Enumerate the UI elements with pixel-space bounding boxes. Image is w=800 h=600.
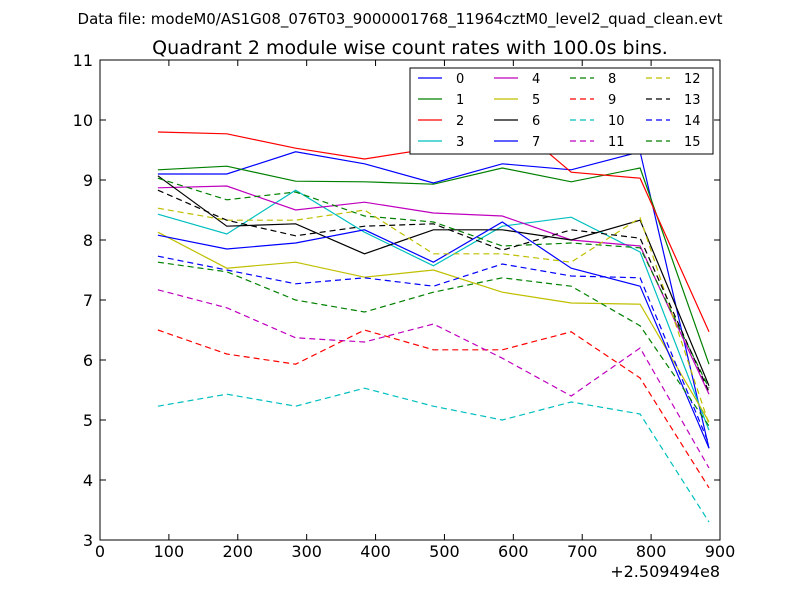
legend-label: 14 <box>684 114 701 129</box>
legend-label: 8 <box>608 72 616 87</box>
legend-box <box>409 67 714 155</box>
legend-label: 11 <box>608 135 625 150</box>
legend-item-11: 11 <box>570 135 625 150</box>
x-tick-label: 0 <box>95 542 105 561</box>
y-tick-label: 10 <box>73 111 93 130</box>
series-line-12 <box>157 207 710 425</box>
legend-item-7: 7 <box>494 135 540 150</box>
legend-item-3: 3 <box>418 135 464 150</box>
legend-label: 9 <box>608 93 616 108</box>
legend-item-9: 9 <box>570 93 616 108</box>
legend-label: 3 <box>456 135 464 150</box>
series-line-4 <box>157 185 710 395</box>
series-line-14 <box>157 255 710 445</box>
y-tick-label: 4 <box>83 471 93 490</box>
x-tick-label: 500 <box>429 542 460 561</box>
x-tick-label: 100 <box>154 542 185 561</box>
x-tick-label: 700 <box>567 542 598 561</box>
legend-item-5: 5 <box>494 93 540 108</box>
legend-label: 6 <box>532 114 540 129</box>
legend-item-4: 4 <box>494 72 540 87</box>
legend-label: 15 <box>684 135 701 150</box>
legend-item-15: 15 <box>646 135 701 150</box>
legend-label: 1 <box>456 93 464 108</box>
y-tick-label: 9 <box>83 171 93 190</box>
legend-label: 7 <box>532 135 540 150</box>
series-line-13 <box>157 189 710 393</box>
y-tick-label: 5 <box>83 411 93 430</box>
y-tick-label: 8 <box>83 231 93 250</box>
series-line-15 <box>157 261 710 427</box>
x-tick-label: 800 <box>636 542 667 561</box>
legend-label: 4 <box>532 72 540 87</box>
legend-item-6: 6 <box>494 114 540 129</box>
y-tick-label: 11 <box>73 51 93 70</box>
series-line-1 <box>157 165 710 365</box>
series-line-9 <box>157 329 710 489</box>
legend-item-1: 1 <box>418 93 464 108</box>
y-tick-label: 6 <box>83 351 93 370</box>
series-line-3 <box>157 189 710 431</box>
figure-suptitle: Data file: modeM0/AS1G08_076T03_90000017… <box>78 10 723 29</box>
series-line-7 <box>157 221 710 449</box>
series-line-8 <box>157 177 710 389</box>
legend-item-0: 0 <box>418 72 464 87</box>
series-line-10 <box>157 387 710 523</box>
series-line-5 <box>157 231 710 423</box>
legend-item-13: 13 <box>646 93 701 108</box>
x-axis: 0 100 200 300 400 500 600 700 800 900 <box>95 60 735 561</box>
x-tick-label: 400 <box>360 542 391 561</box>
y-tick-label: 3 <box>83 531 93 550</box>
x-tick-label: 200 <box>223 542 254 561</box>
legend-item-12: 12 <box>646 72 701 87</box>
legend-label: 5 <box>532 93 540 108</box>
legend-label: 13 <box>684 93 701 108</box>
legend-item-10: 10 <box>570 114 625 129</box>
x-tick-label: 300 <box>291 542 322 561</box>
series-line-0 <box>157 151 710 449</box>
chart-title: Quadrant 2 module wise count rates with … <box>152 37 668 59</box>
y-tick-label: 7 <box>83 291 93 310</box>
series-line-6 <box>157 175 710 387</box>
legend-label: 10 <box>608 114 625 129</box>
series-layer <box>157 113 710 523</box>
legend-label: 12 <box>684 72 701 87</box>
x-tick-label: 600 <box>498 542 529 561</box>
legend-item-2: 2 <box>418 114 464 129</box>
legend-item-14: 14 <box>646 114 701 129</box>
x-tick-label: 900 <box>705 542 736 561</box>
x-offset-label: +2.509494e8 <box>610 562 720 581</box>
legend-item-8: 8 <box>570 72 616 87</box>
legend-label: 0 <box>456 72 464 87</box>
legend-label: 2 <box>456 114 464 129</box>
